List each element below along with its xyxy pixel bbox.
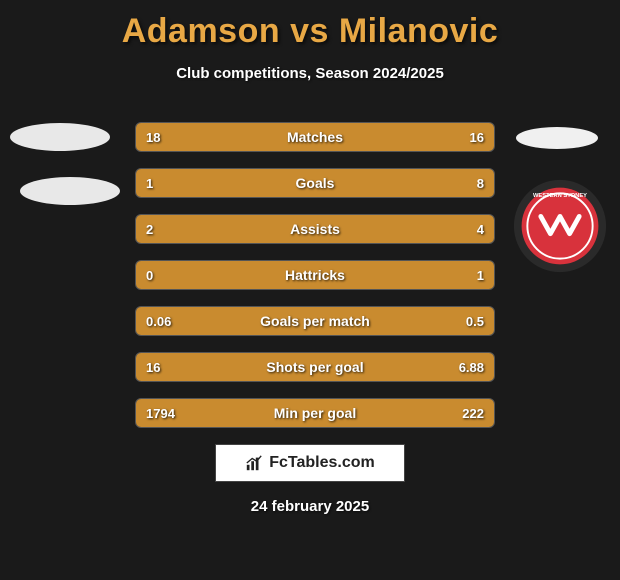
stat-label: Goals per match [136, 307, 494, 335]
stat-row: 166.88Shots per goal [135, 352, 495, 382]
stat-label: Assists [136, 215, 494, 243]
chart-icon [245, 454, 263, 472]
svg-text:WESTERN SYDNEY: WESTERN SYDNEY [533, 193, 587, 199]
stat-label: Min per goal [136, 399, 494, 427]
player-left-badge-2 [20, 177, 120, 205]
page-subtitle: Club competitions, Season 2024/2025 [0, 65, 620, 82]
stat-label: Hattricks [136, 261, 494, 289]
stat-row: 1794222Min per goal [135, 398, 495, 428]
stat-label: Goals [136, 169, 494, 197]
stat-label: Matches [136, 123, 494, 151]
club-crest-icon: WESTERN SYDNEY [512, 178, 608, 274]
stat-row: 1816Matches [135, 122, 495, 152]
stat-row: 01Hattricks [135, 260, 495, 290]
stat-row: 18Goals [135, 168, 495, 198]
brand-text: FcTables.com [269, 454, 375, 472]
player-left-badge-1 [10, 123, 110, 151]
footer-date: 24 february 2025 [0, 498, 620, 515]
stats-comparison: 1816Matches 18Goals 24Assists 01Hattricks 0.… [135, 122, 495, 444]
brand-badge[interactable]: FcTables.com [215, 444, 405, 482]
player-right-badge-1 [516, 127, 598, 149]
stat-label: Shots per goal [136, 353, 494, 381]
page-title: Adamson vs Milanovic [0, 0, 620, 51]
stat-row: 0.060.5Goals per match [135, 306, 495, 336]
stat-row: 24Assists [135, 214, 495, 244]
